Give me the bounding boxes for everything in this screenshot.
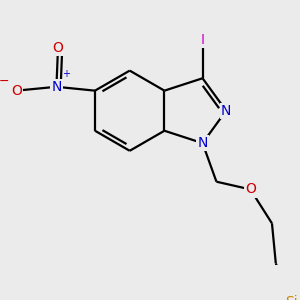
Text: N: N <box>221 104 231 118</box>
Text: N: N <box>51 80 62 94</box>
Text: O: O <box>11 84 22 98</box>
Text: O: O <box>245 182 256 197</box>
Text: I: I <box>201 33 205 47</box>
Text: O: O <box>52 41 63 55</box>
Text: N: N <box>197 136 208 150</box>
Text: +: + <box>62 70 70 80</box>
Text: −: − <box>0 75 9 88</box>
Text: Si: Si <box>285 295 298 300</box>
